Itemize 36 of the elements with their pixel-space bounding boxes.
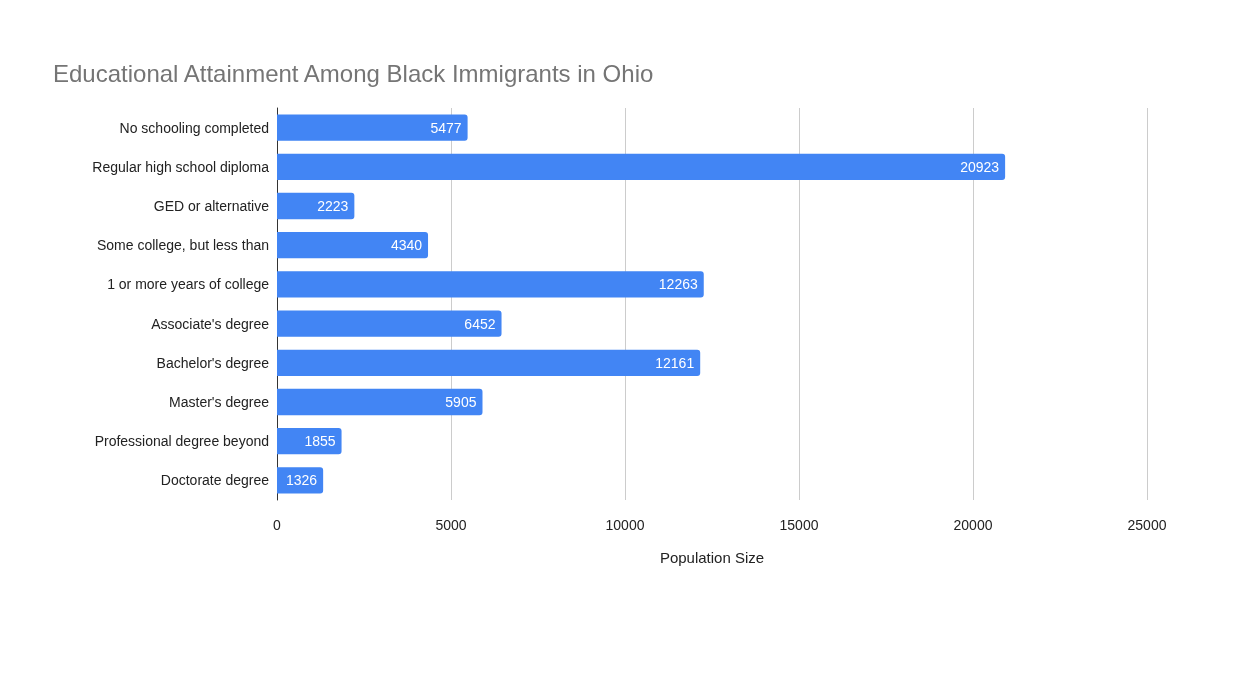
y-tick-label: No schooling completed <box>119 119 269 136</box>
bar <box>277 192 355 220</box>
y-tick-label: 1 or more years of college <box>107 276 270 293</box>
bar <box>277 232 429 259</box>
y-tick-label: Master's degree <box>169 394 270 410</box>
bar <box>277 114 468 141</box>
data-label: 2223 <box>317 198 349 214</box>
y-tick-label: Bachelor's degree <box>156 354 270 371</box>
x-tick-label: 25000 <box>1127 517 1167 533</box>
y-tick-label: Regular high school diploma <box>92 158 270 175</box>
bar <box>277 271 704 298</box>
y-tick-label: Associate's degree <box>151 315 270 332</box>
x-tick-label: 5000 <box>435 517 467 533</box>
bar <box>277 349 701 376</box>
x-tick-label: 10000 <box>605 517 645 533</box>
x-tick-label: 0 <box>273 517 282 533</box>
chart-title: Educational Attainment Among Black Immigrants in Ohio <box>53 59 654 87</box>
data-label: 12161 <box>655 354 695 371</box>
x-axis-title: Population Size <box>659 549 765 566</box>
bar <box>277 388 483 416</box>
data-label: 5477 <box>430 119 462 136</box>
data-label: 1326 <box>285 472 318 489</box>
x-tick-label: 15000 <box>779 517 819 533</box>
bar <box>277 310 502 337</box>
y-tick-label: Professional degree beyond <box>94 433 269 450</box>
data-label: 20923 <box>960 158 1000 175</box>
data-label: 1855 <box>304 433 336 450</box>
data-label: 4340 <box>390 237 423 254</box>
x-tick-label: 20000 <box>953 517 993 533</box>
y-tick-label: Some college, but less than <box>97 237 269 254</box>
data-label: 6452 <box>464 315 496 332</box>
y-tick-label: Doctorate degree <box>160 472 270 489</box>
bar <box>277 153 1006 180</box>
data-label: 12263 <box>658 276 698 293</box>
data-label: 5905 <box>445 394 477 410</box>
y-tick-label: GED or alternative <box>153 198 270 214</box>
